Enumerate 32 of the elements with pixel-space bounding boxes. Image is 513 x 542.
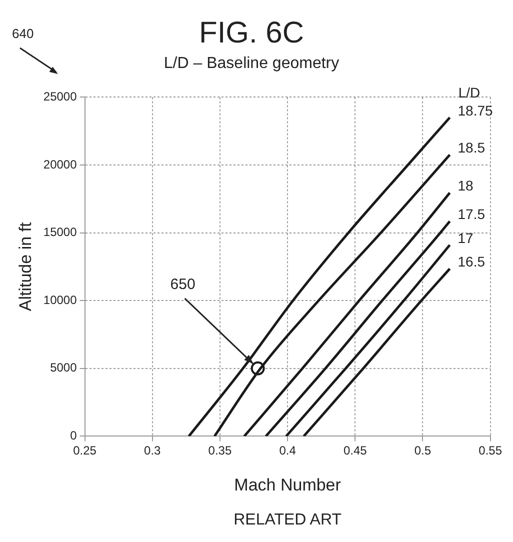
y-tick-label: 25000 [43,90,78,104]
chart-title: FIG. 6C [198,16,304,50]
annotation: 650 [170,276,196,294]
x-tick-label: 0.55 [478,444,502,458]
y-tick-label: 0 [70,428,78,443]
line-series [213,154,452,436]
series-label: 18 [458,178,474,194]
y-tick-label: 5000 [50,360,78,375]
chart-subtitle: L/D – Baseline geometry [164,55,340,72]
x-tick-label: 0.45 [343,444,368,458]
y-tick-label: 10000 [43,292,78,307]
x-axis-title: Mach Number [234,475,342,494]
series-label: 18.5 [458,140,486,156]
x-tick-label: 0.25 [73,444,97,458]
x-tick-label: 0.4 [279,444,296,458]
y-tick-label: 15000 [43,225,78,240]
line-series [302,267,452,436]
text: 640 [12,26,34,42]
series-label: 16.5 [458,254,486,270]
line-series [243,192,452,436]
text: RELATED ART [234,511,342,528]
series-label: 18.75 [458,102,494,118]
x-tick-label: 0.3 [144,444,162,458]
series-label: 17 [458,230,474,246]
line-series [284,244,452,436]
y-tick-label: 20000 [43,157,78,172]
series-label: 17.5 [458,206,486,222]
line-series [264,220,452,436]
legend-title: L/D [458,84,480,100]
x-tick-label: 0.35 [208,444,232,458]
y-axis-title: Altitude in ft [16,222,35,312]
x-tick-label: 0.5 [414,444,432,458]
